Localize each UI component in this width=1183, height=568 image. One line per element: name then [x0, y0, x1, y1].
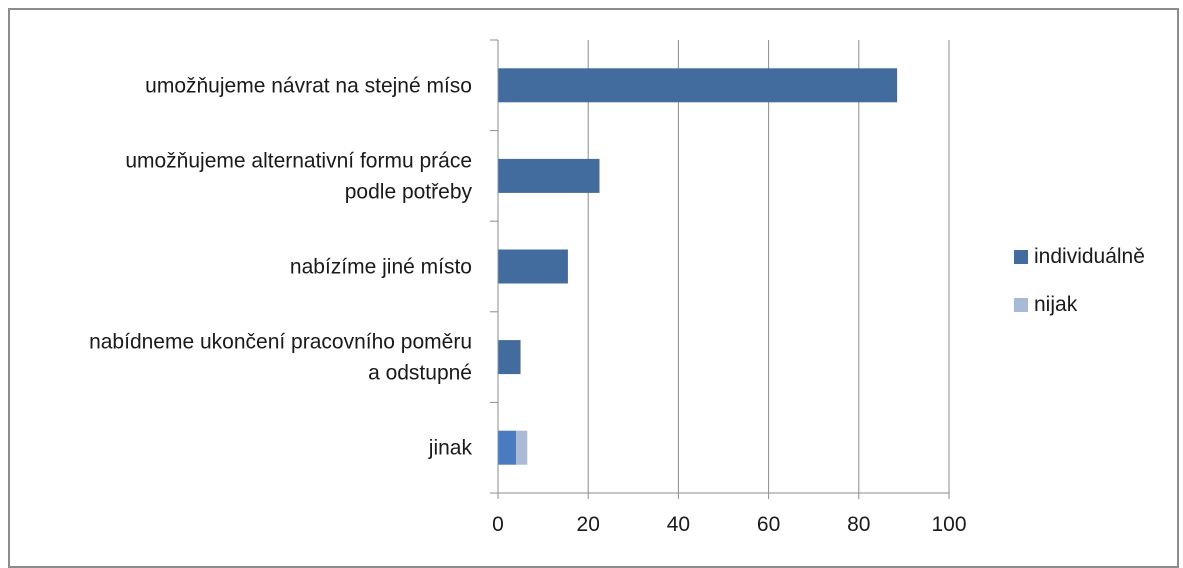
bar [498, 158, 600, 193]
bar [516, 430, 528, 465]
category-label: nabídneme ukončení pracovního poměru a od… [89, 331, 472, 385]
category-label-line: umožňujeme alternativní formu práce [125, 149, 472, 172]
x-tick-label: 80 [847, 513, 870, 536]
category-label: umožňujeme návrat na stejné míso [145, 74, 472, 97]
legend-label: nijak [1034, 293, 1078, 316]
axes [490, 39, 950, 499]
x-tick-label: 0 [492, 513, 504, 536]
bar [498, 68, 898, 103]
x-tick-label: 20 [577, 513, 600, 536]
legend-label: individuálně [1034, 245, 1145, 268]
x-tick-label: 100 [931, 513, 966, 536]
category-labels: umožňujeme návrat na stejné míso umožňuje… [89, 74, 472, 459]
category-label-line: nabízíme jiné místo [290, 256, 472, 279]
legend-swatch [1014, 298, 1028, 312]
category-label-line: umožňujeme návrat na stejné míso [145, 74, 472, 97]
bar [498, 249, 568, 284]
bar [498, 430, 517, 465]
bar-chart: umožňujeme návrat na stejné míso umožňuje… [89, 39, 1145, 536]
legend-swatch [1014, 250, 1028, 264]
category-label-line: a odstupné [368, 362, 472, 385]
bars [498, 68, 898, 465]
category-label-line: podle potřeby [345, 180, 473, 203]
category-label-line: nabídneme ukončení pracovního poměru [89, 331, 472, 354]
category-label: umožňujeme alternativní formu práce podle… [125, 149, 472, 203]
bar [498, 340, 521, 375]
x-tick-labels: 0 20 40 60 80 100 [492, 513, 966, 536]
category-label: nabízíme jiné místo [290, 256, 472, 279]
x-tick-label: 40 [667, 513, 690, 536]
legend: individuálně nijak [1014, 245, 1145, 316]
gridlines [587, 40, 950, 493]
category-label-line: jinak [428, 437, 473, 460]
category-label: jinak [428, 437, 473, 460]
x-tick-label: 60 [757, 513, 780, 536]
